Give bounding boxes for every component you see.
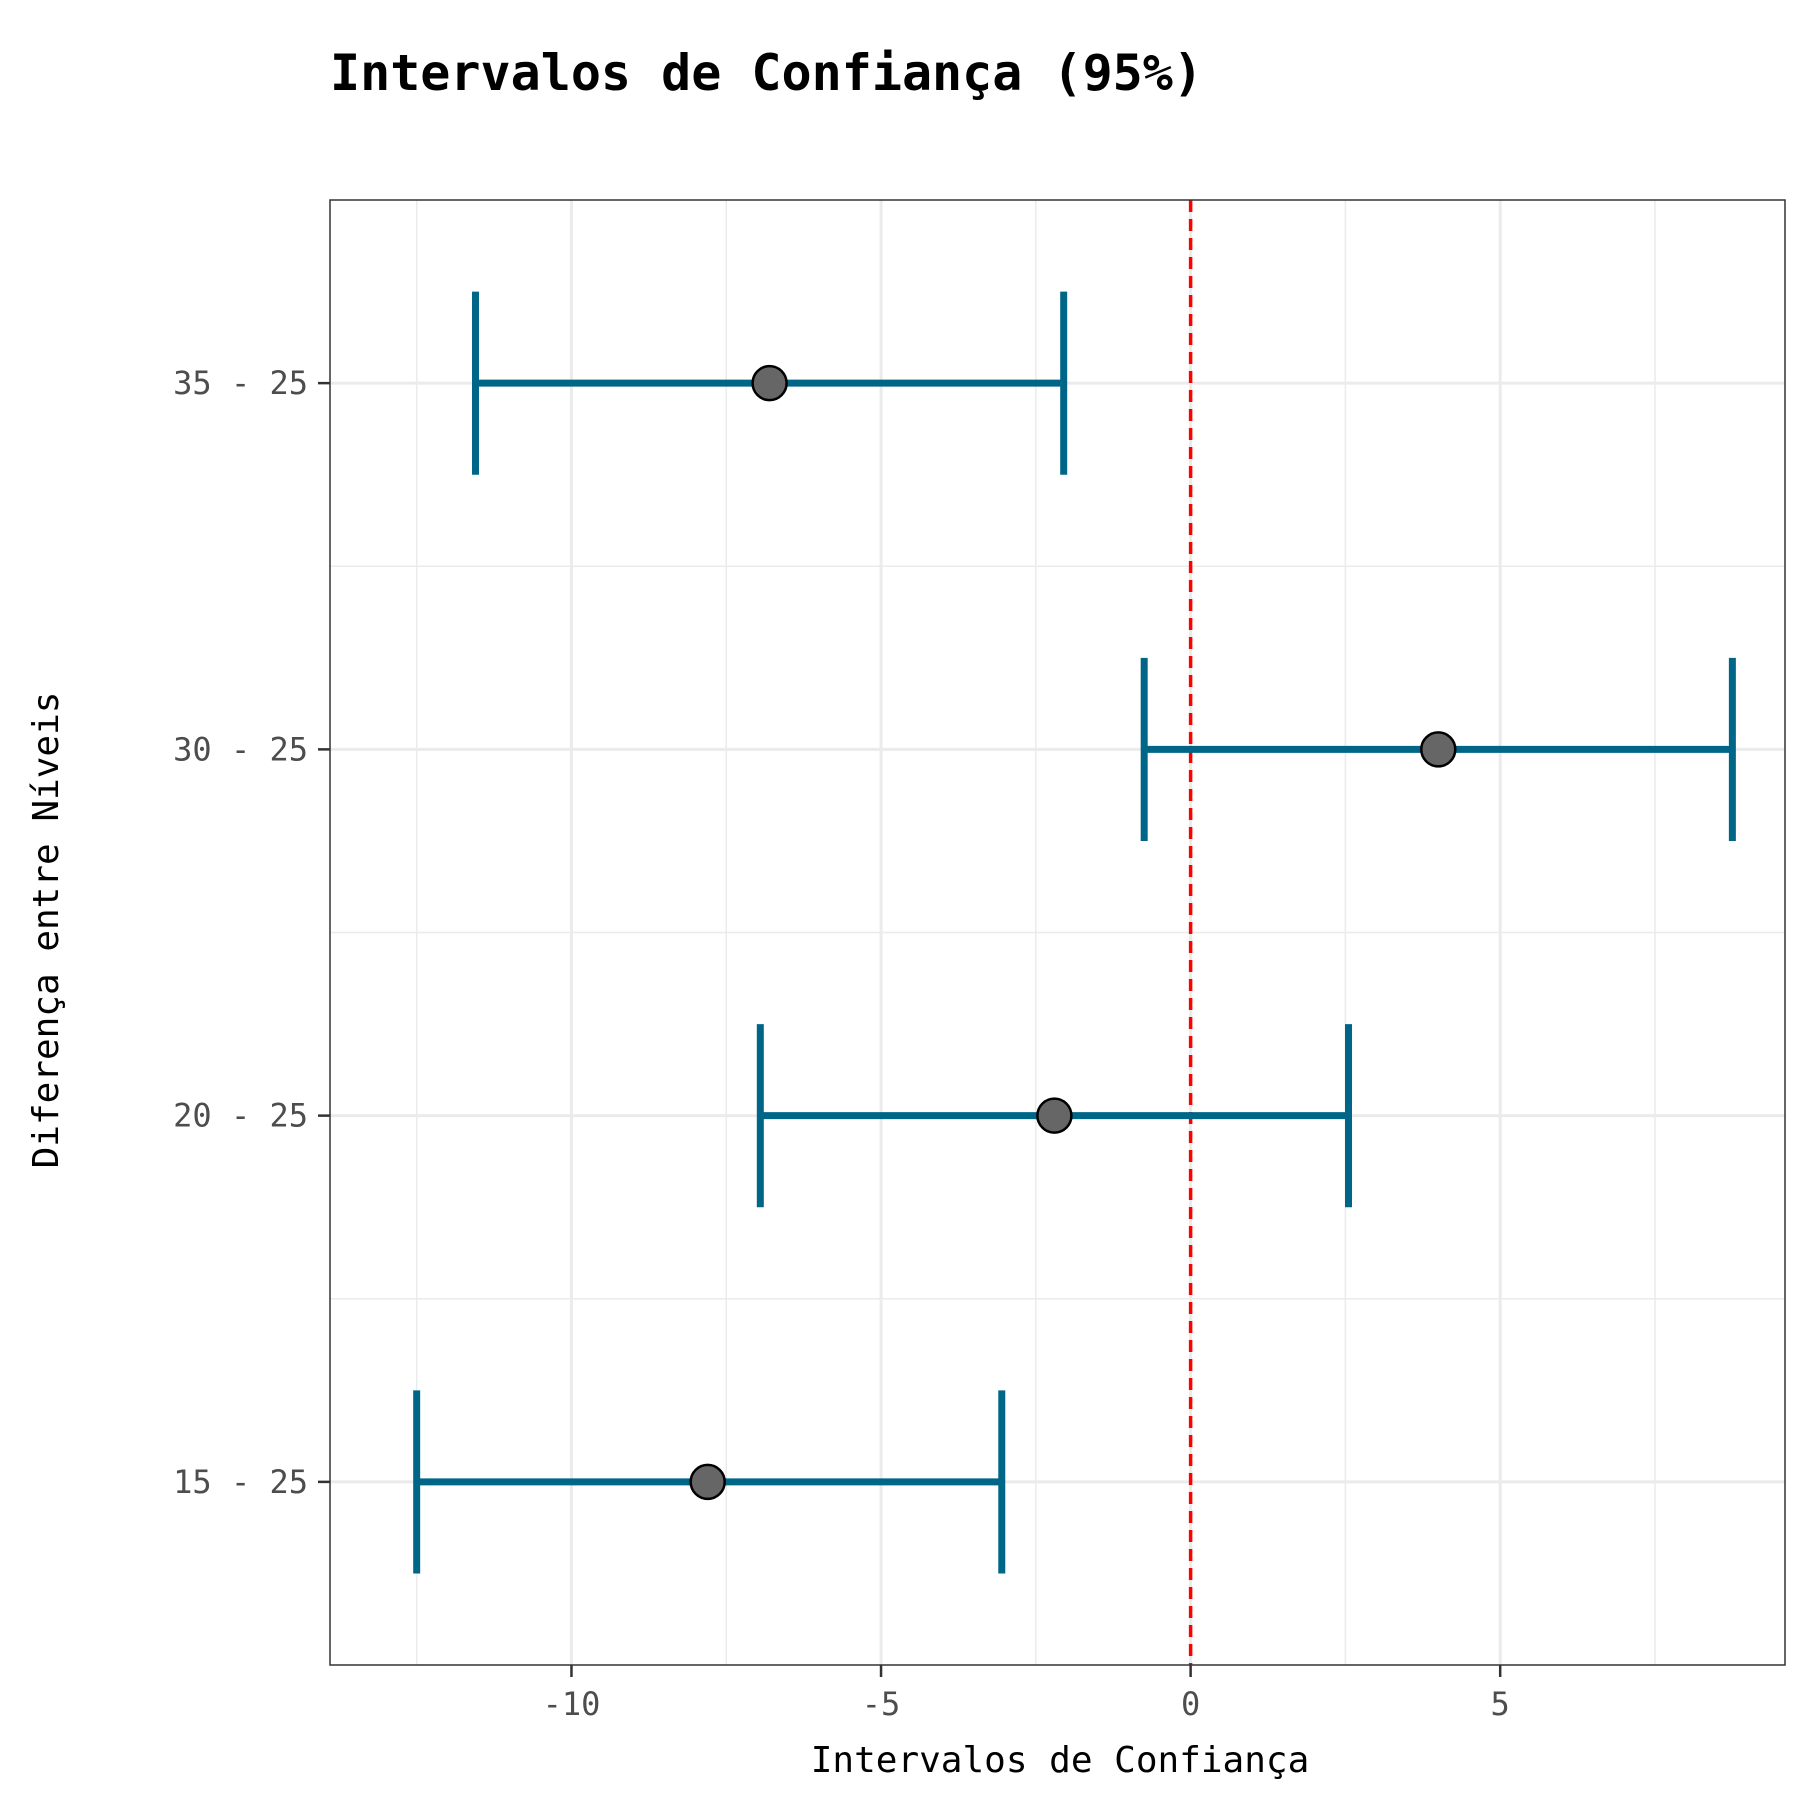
errorbar-20-25 [756, 1024, 1352, 1208]
x-axis-title: Intervalos de Confiança [811, 1740, 1310, 1781]
plot-panel-border [329, 199, 1786, 1666]
estimate-point [1420, 731, 1457, 768]
y-tick-label: 30 - 25 [173, 730, 308, 768]
x-tick-label: -5 [862, 1685, 901, 1723]
errorbar-35-25 [472, 291, 1068, 475]
chart-title: Intervalos de Confiança (95%) [330, 44, 1203, 102]
x-tick-label: 0 [1181, 1685, 1200, 1723]
grid [330, 200, 1785, 1665]
y-tick-label: 35 - 25 [173, 364, 308, 402]
y-axis-title: Diferença entre Níveis [26, 692, 67, 1169]
y-tick-label: 20 - 25 [173, 1097, 308, 1135]
y-tick-label: 15 - 25 [173, 1463, 308, 1501]
x-tick-label: 5 [1491, 1685, 1510, 1723]
x-tick-label: -10 [543, 1685, 601, 1723]
errorbar-30-25 [1140, 657, 1736, 841]
axes: -10 -5 0 5 15 - 25 20 - 25 30 - 25 35 - 25 [173, 364, 1510, 1723]
estimate-point [1036, 1097, 1073, 1134]
estimate-point [689, 1463, 726, 1501]
error-bars [413, 291, 1736, 1574]
estimate-point [751, 364, 788, 402]
errorbar-15-25 [413, 1390, 1006, 1574]
